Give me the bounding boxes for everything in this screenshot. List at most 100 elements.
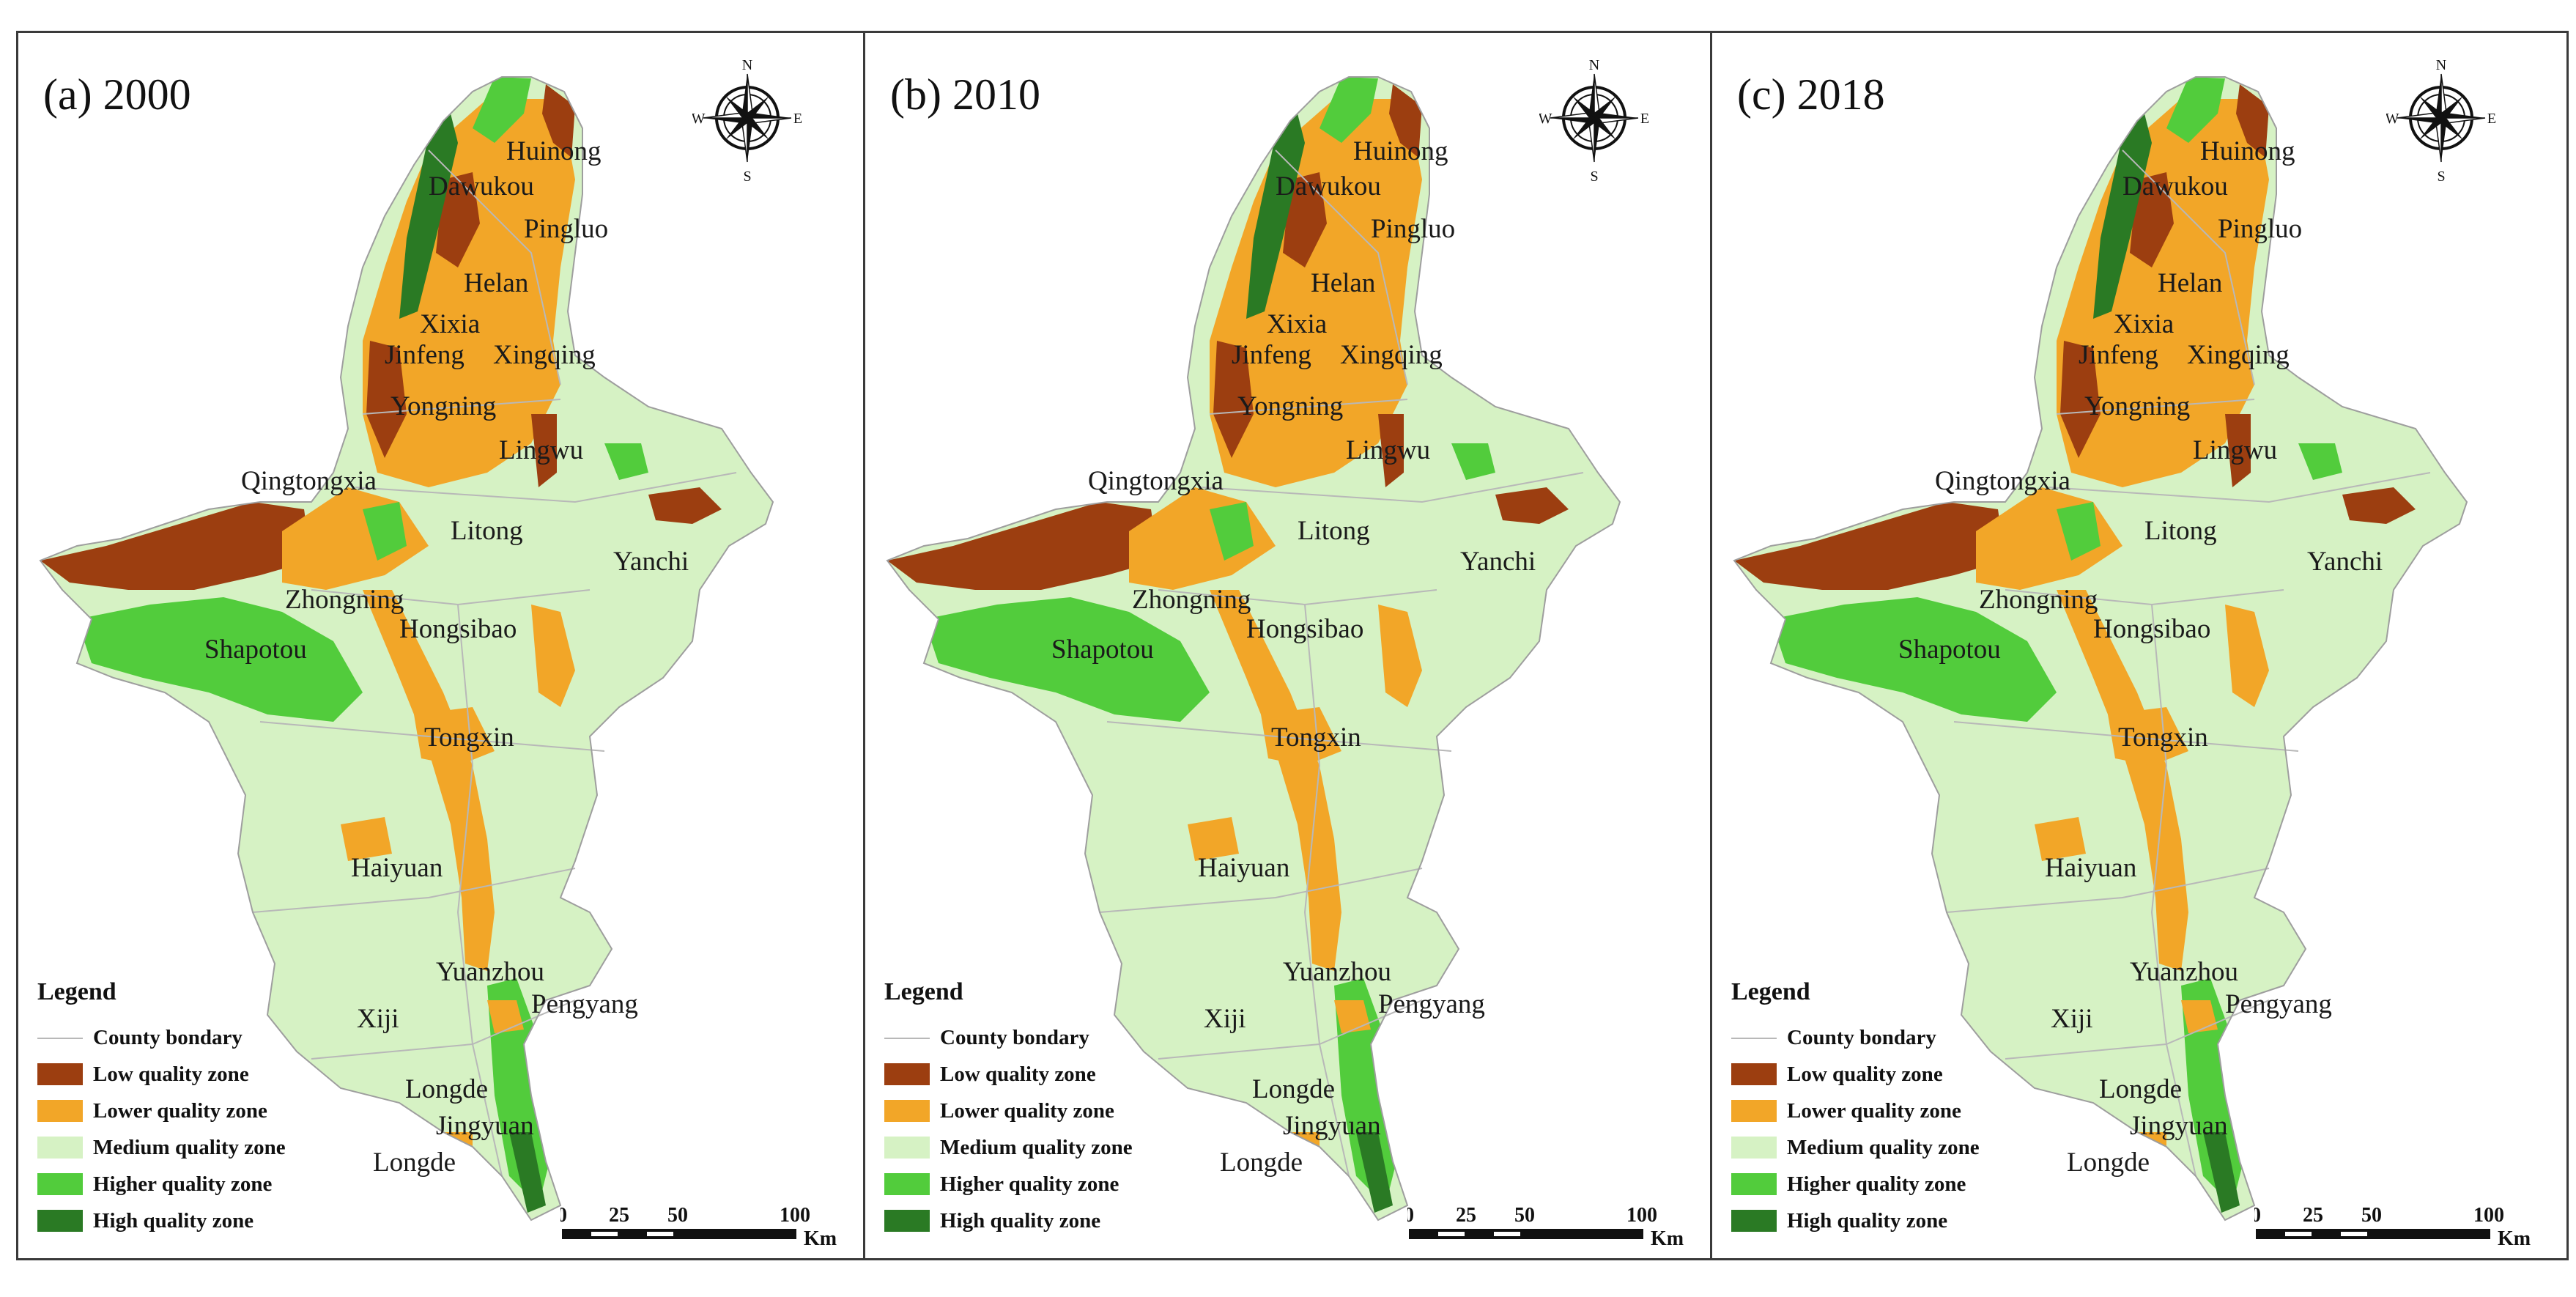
compass-s: S xyxy=(1590,169,1598,184)
place-label-helan: Helan xyxy=(1311,268,1376,298)
lower-quality-east xyxy=(531,605,575,707)
legend-label: County bondary xyxy=(1787,1025,1936,1049)
legend-label: Higher quality zone xyxy=(93,1172,273,1196)
place-label-hongsibao: Hongsibao xyxy=(399,614,517,644)
place-label-longde: Longde xyxy=(2099,1074,2183,1104)
legend-label: High quality zone xyxy=(93,1208,254,1233)
place-label-tongxin: Tongxin xyxy=(424,723,514,753)
place-label-pengyang: Pengyang xyxy=(2225,989,2332,1019)
place-label-lingwu: Lingwu xyxy=(2193,435,2278,465)
legend-swatch-medium xyxy=(37,1137,83,1159)
place-label-pingluo: Pingluo xyxy=(524,214,609,244)
higher-quality-shapotou xyxy=(1771,597,2057,722)
map-panel-1: (a) 2000 N S W E Huinong Dawukou Pingluo He… xyxy=(16,31,875,1260)
place-label-jinfeng: Jinfeng xyxy=(1232,340,1311,370)
county-boundaries xyxy=(1099,149,1584,1177)
legend-swatch-higher xyxy=(37,1173,83,1195)
high-quality-liupan xyxy=(2203,1132,2240,1213)
place-label-xiji: Xiji xyxy=(357,1004,399,1034)
legend-items: County bondary Low quality zone Lower qual… xyxy=(37,1019,286,1239)
lower-quality-haiyuan xyxy=(1188,817,1239,861)
north-arrow-compass-icon: N S W E xyxy=(2386,57,2496,184)
place-label-pengyang: Pengyang xyxy=(1378,989,1485,1019)
low-quality-yanchi xyxy=(1495,487,1569,524)
scale-tick-25: 25 xyxy=(609,1204,629,1227)
legend-swatch-lower xyxy=(37,1100,83,1122)
legend-swatch-line xyxy=(884,1027,930,1049)
place-label-yuanzhou: Yuanzhou xyxy=(436,957,544,987)
legend-item-higher: Higher quality zone xyxy=(37,1166,286,1202)
scale-unit: Km xyxy=(2498,1227,2531,1250)
legend-item-lower: Lower quality zone xyxy=(884,1093,1133,1129)
legend-item-lower: Lower quality zone xyxy=(1731,1093,1980,1129)
higher-quality-north xyxy=(1320,77,1378,143)
panel-title: (c) 2018 xyxy=(1737,70,1885,119)
legend-item-low: Low quality zone xyxy=(884,1056,1133,1093)
place-label-yongning: Yongning xyxy=(1237,391,1344,421)
compass-w: W xyxy=(692,111,706,127)
low-quality-north xyxy=(542,84,575,158)
low-quality-lingwu xyxy=(1378,414,1404,487)
high-quality-liupan xyxy=(509,1132,546,1213)
scale-tick-100: 100 xyxy=(1626,1204,1657,1227)
lower-quality-east xyxy=(1378,605,1422,707)
low-quality-north xyxy=(2236,84,2269,158)
place-label-tongxin: Tongxin xyxy=(1271,723,1361,753)
legend-swatch-line xyxy=(37,1027,83,1049)
higher-quality-litong xyxy=(363,502,407,561)
place-label-longde: Longde xyxy=(1252,1074,1336,1104)
panel-title: (a) 2000 xyxy=(43,70,191,119)
place-label-xiji: Xiji xyxy=(2051,1004,2093,1034)
legend-label: County bondary xyxy=(940,1025,1089,1049)
map-panel-2: (b) 2010 N S W E Huinong Dawukou Pingluo He… xyxy=(863,31,1722,1260)
place-label-shapotou: Shapotou xyxy=(1898,635,2001,665)
legend-swatch-medium xyxy=(884,1137,930,1159)
place-label-haiyuan: Haiyuan xyxy=(2045,853,2137,883)
lower-quality-pengyang xyxy=(1334,1000,1371,1033)
place-label-litong: Litong xyxy=(1298,516,1370,546)
place-label-qingtongxia: Qingtongxia xyxy=(241,466,377,496)
scale-tick-50: 50 xyxy=(2361,1204,2382,1227)
legend-label: County bondary xyxy=(93,1025,243,1049)
low-quality-helan xyxy=(1283,172,1327,267)
place-label-hongsibao: Hongsibao xyxy=(2093,614,2211,644)
low-quality-yongning xyxy=(1213,341,1254,458)
legend-swatch-high xyxy=(37,1210,83,1232)
place-label-huinong: Huinong xyxy=(506,136,602,166)
place-label-lingwu: Lingwu xyxy=(499,435,584,465)
place-label-pengyang: Pengyang xyxy=(531,989,638,1019)
legend-label: High quality zone xyxy=(1787,1208,1948,1233)
place-label-jingyuan: Jingyuan xyxy=(436,1111,534,1141)
lower-quality-haiyuan xyxy=(2035,817,2086,861)
place-label-yongning: Yongning xyxy=(391,391,497,421)
place-label-qingtongxia: Qingtongxia xyxy=(1935,466,2070,496)
low-quality-yongning xyxy=(2060,341,2101,458)
region-map xyxy=(39,76,774,1222)
legend-item-low: Low quality zone xyxy=(37,1056,286,1093)
legend-label: Lower quality zone xyxy=(1787,1098,1961,1123)
scale-tick-100: 100 xyxy=(2473,1204,2504,1227)
place-label-xingqing: Xingqing xyxy=(1340,340,1443,370)
legend-label: Lower quality zone xyxy=(93,1098,267,1123)
lower-quality-tongxin xyxy=(1261,707,1341,766)
lower-quality-east xyxy=(2225,605,2269,707)
compass-e: E xyxy=(2487,111,2496,127)
lower-quality-tongxin xyxy=(2108,707,2188,766)
legend-item-high: High quality zone xyxy=(1731,1202,1980,1239)
place-label-litong: Litong xyxy=(451,516,523,546)
legend-label: High quality zone xyxy=(940,1208,1101,1233)
place-label-huinong: Huinong xyxy=(2200,136,2295,166)
region-map xyxy=(886,76,1621,1222)
lower-quality-haiyuan xyxy=(341,817,392,861)
compass-e: E xyxy=(1640,111,1649,127)
place-label-jinfeng: Jinfeng xyxy=(385,340,465,370)
higher-quality-east xyxy=(604,443,648,480)
place-label-longde: Longde xyxy=(405,1074,489,1104)
low-quality-west xyxy=(40,502,311,590)
scale-unit: Km xyxy=(1651,1227,1684,1250)
low-quality-helan xyxy=(2130,172,2174,267)
scale-bar: 0 25 50 100 Km xyxy=(560,1204,837,1250)
place-label-yanchi: Yanchi xyxy=(1460,547,1536,577)
legend-label: Higher quality zone xyxy=(940,1172,1119,1196)
scale-bar: 0 25 50 100 Km xyxy=(1407,1204,1684,1250)
